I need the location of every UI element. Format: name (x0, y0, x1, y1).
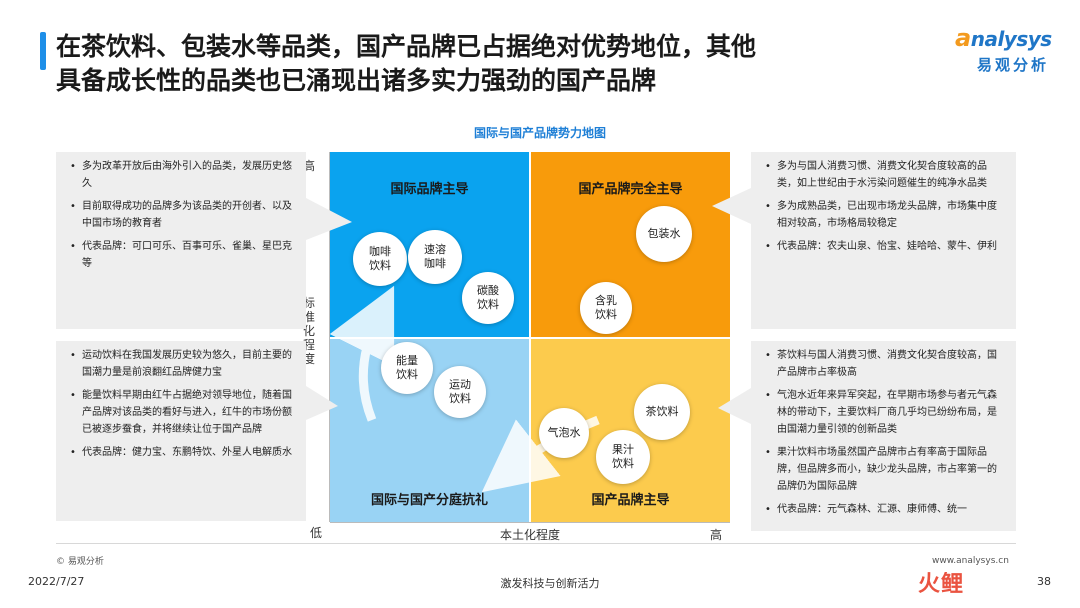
analysys-logo: analysys 易观分析 (955, 24, 1065, 80)
note-item: 代表品牌：健力宝、东鹏特饮、外星人电解质水 (66, 444, 296, 461)
title-accent-bar (40, 32, 46, 70)
x-axis-label: 本土化程度 (499, 528, 560, 542)
logo-wordmark: analysys (955, 24, 1052, 52)
note-item: 运动饮料在我国发展历史较为悠久，目前主要的国潮力量是前浪翻红品牌健力宝 (66, 347, 296, 381)
bubble-instant-coffee: 速溶 咖啡 (408, 230, 462, 284)
report-date: 2022/7/27 (28, 575, 85, 588)
note-item: 代表品牌：元气森林、汇源、康师傅、统一 (761, 501, 1006, 518)
note-item: 茶饮料与国人消费习惯、消费文化契合度较高，国产品牌市占率极高 (761, 347, 1006, 381)
brand-watermark-logo: 火鲤 (918, 572, 965, 597)
x-axis-line (330, 522, 730, 523)
bubble-soda: 碳酸 饮料 (462, 272, 514, 324)
note-item: 多为与国人消费习惯、消费文化契合度较高的品类，如上世纪由于水污染问题催生的纯净水… (761, 158, 1006, 192)
note-item: 气泡水近年来异军突起，在早期市场参与者元气森林的带动下，主要饮料厂商几乎均已纷纷… (761, 387, 1006, 438)
map-title: 国际与国产品牌势力地图 (473, 126, 606, 140)
quadrant-label-international-dominant: 国际品牌主导 (390, 182, 469, 197)
footer-divider (56, 543, 1016, 544)
bubble-coffee: 咖啡 饮料 (353, 232, 407, 286)
x-axis-high-label: 高 (710, 528, 723, 542)
logo-chinese: 易观分析 (977, 56, 1050, 74)
logo-letters: nalysys (970, 27, 1052, 51)
y-axis-line (329, 152, 330, 522)
note-item: 多为成熟品类，已出现市场龙头品牌，市场集中度相对较高，市场格局较稳定 (761, 198, 1006, 232)
website-url: www.analysys.cn (932, 556, 1009, 566)
note-item: 多为改革开放后由海外引入的品类，发展历史悠久 (66, 158, 296, 192)
page-title-line-1: 在茶饮料、包装水等品类，国产品牌已占据绝对优势地位，其他 (56, 32, 757, 61)
footer-slogan: 激发科技与创新活力 (500, 577, 600, 590)
logo-letter-a: a (955, 24, 971, 52)
note-item: 能量饮料早期由红牛占据绝对领导地位，随着国产品牌对该品类的看好与进入，红牛的市场… (66, 387, 296, 438)
note-domestic-dominant: 茶饮料与国人消费习惯、消费文化契合度较高，国产品牌市占率极高 气泡水近年来异军突… (751, 341, 1016, 531)
bubble-sparkling-water: 气泡水 (539, 408, 589, 458)
bubble-milk: 含乳 饮料 (580, 282, 632, 334)
page-title-line-2: 具备成长性的品类也已涌现出诸多实力强劲的国产品牌 (56, 66, 657, 95)
axis-low-label: 低 (310, 526, 323, 540)
bubble-water: 包装水 (636, 206, 692, 262)
copyright: © 易观分析 (56, 557, 104, 567)
bubble-tea: 茶饮料 (634, 384, 690, 440)
bubble-sports: 运动 饮料 (434, 366, 486, 418)
quadrant-label-domestic-full-dominant: 国产品牌完全主导 (578, 182, 683, 197)
note-item: 代表品牌：农夫山泉、怡宝、娃哈哈、蒙牛、伊利 (761, 238, 1006, 255)
note-item: 代表品牌：可口可乐、百事可乐、雀巢、星巴克等 (66, 238, 296, 272)
note-domestic-full-dominant: 多为与国人消费习惯、消费文化契合度较高的品类，如上世纪由于水污染问题催生的纯净水… (751, 152, 1016, 329)
quadrant-label-split: 国际与国产分庭抗礼 (370, 493, 488, 508)
note-international-dominant: 多为改革开放后由海外引入的品类，发展历史悠久 目前取得成功的品牌多为该品类的开创… (56, 152, 306, 329)
note-split: 运动饮料在我国发展历史较为悠久，目前主要的国潮力量是前浪翻红品牌健力宝 能量饮料… (56, 341, 306, 521)
quadrant-label-domestic-dominant: 国产品牌主导 (591, 493, 670, 508)
page-title: 在茶饮料、包装水等品类，国产品牌已占据绝对优势地位，其他 具备成长性的品类也已涌… (56, 30, 936, 98)
bubble-energy: 能量 饮料 (381, 342, 433, 394)
note-item: 果汁饮料市场虽然国产品牌市占有率高于国际品牌，但品牌多而小，缺少龙头品牌，市占率… (761, 444, 1006, 495)
page-number: 38 (1037, 575, 1051, 588)
note-item: 目前取得成功的品牌多为该品类的开创者、以及中国市场的教育者 (66, 198, 296, 232)
y-axis-high-label: 高 (303, 159, 316, 173)
bubble-juice: 果汁 饮料 (596, 430, 650, 484)
